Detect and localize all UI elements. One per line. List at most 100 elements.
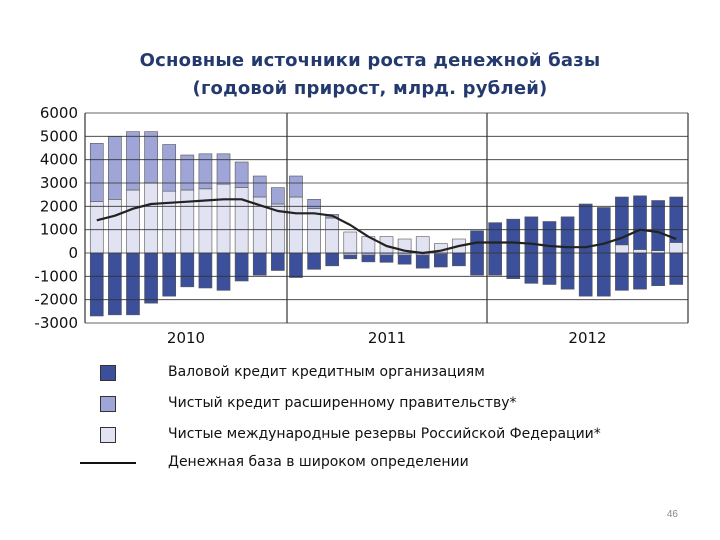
- legend-label-monetary-base: Денежная база в широком определении: [168, 454, 469, 470]
- y-tick-label: 1000: [40, 221, 78, 239]
- monetary-base-line: [96, 198, 677, 255]
- bar-gross-credit-neg: [325, 252, 339, 267]
- bar-gross-credit-neg: [108, 252, 122, 316]
- y-tick-label: -2000: [34, 291, 78, 309]
- bar-net-reserves: [126, 189, 140, 254]
- y-tick-label: -1000: [34, 267, 78, 285]
- x-tick-label: 2011: [368, 329, 406, 347]
- monetary-base-line-icon: [80, 462, 136, 464]
- bar-gross-credit-pos: [542, 221, 557, 254]
- y-tick-label: 4000: [40, 151, 78, 169]
- y-tick-label: 2000: [40, 197, 78, 215]
- bar-gross-credit-neg: [271, 252, 285, 271]
- bar-gross-credit-pos: [633, 195, 647, 250]
- bar-net-credit-gov: [89, 143, 104, 202]
- x-axis-ticks: 2010 2011 2012: [167, 329, 607, 347]
- bar-gross-credit-neg: [307, 252, 321, 270]
- legend-label-net-reserves: Чистые международные резервы Российской …: [168, 426, 601, 442]
- bar-net-credit-gov: [162, 144, 177, 192]
- bar-gross-credit-neg: [126, 252, 140, 316]
- y-tick-label: 0: [68, 244, 78, 262]
- bar-net-credit-gov: [180, 154, 195, 191]
- bar-gross-credit-neg: [252, 252, 267, 276]
- bar-gross-credit-pos: [506, 218, 521, 254]
- bar-gross-credit-pos: [524, 216, 539, 254]
- bar-gross-credit-pos: [615, 196, 629, 246]
- bar-gross-credit-neg: [89, 252, 104, 317]
- bar-net-credit-gov: [289, 175, 303, 198]
- y-tick-label: 5000: [40, 127, 78, 145]
- bar-net-reserves: [216, 183, 231, 254]
- bar-net-reserves: [289, 196, 303, 254]
- bar-net-credit-gov: [216, 153, 231, 185]
- bar-net-credit-gov: [144, 131, 158, 184]
- bar-gross-credit-neg: [560, 252, 575, 290]
- bar-net-reserves-late: [633, 249, 647, 254]
- bar-gross-credit-pos: [669, 196, 684, 243]
- grid-group: [84, 112, 689, 324]
- y-tick-label: 3000: [40, 174, 78, 192]
- legend-item-net-credit-gov: [80, 389, 116, 419]
- bar-gross-credit-pos: [596, 207, 611, 254]
- bar-net-credit-gov: [126, 131, 140, 191]
- bar-gross-credit-neg: [216, 252, 231, 291]
- gross-credit-swatch-icon: [100, 365, 116, 381]
- legend-item-monetary-base: [80, 448, 136, 478]
- bar-gross-credit-neg: [542, 252, 557, 285]
- bar-net-reserves: [198, 188, 213, 254]
- y-axis-ticks: 6000 5000 4000 3000 2000 1000 0 -1000 -2000 -3000: [34, 104, 78, 332]
- bar-gross-credit-neg: [506, 252, 521, 279]
- y-tick-label: -3000: [34, 314, 78, 332]
- bar-net-reserves: [162, 190, 177, 254]
- bar-gross-credit-neg: [162, 252, 177, 297]
- bar-net-credit-gov: [198, 153, 213, 190]
- bar-gross-credit-neg: [234, 252, 249, 282]
- bar-gross-credit-pos: [488, 222, 502, 254]
- bar-net-reserves: [325, 217, 339, 254]
- bar-gross-credit-neg: [488, 252, 502, 276]
- bar-net-reserves: [108, 199, 122, 254]
- bar-gross-credit-neg: [198, 252, 213, 289]
- y-tick-label: 6000: [40, 104, 78, 122]
- bar-gross-credit-neg: [633, 252, 647, 290]
- bar-net-reserves-late: [669, 242, 684, 254]
- bar-net-credit-gov: [108, 136, 122, 200]
- bar-net-credit-gov: [271, 187, 285, 205]
- bar-net-credit-gov: [234, 161, 249, 188]
- legend-label-gross-credit: Валовой кредит кредитным организациям: [168, 364, 485, 380]
- bar-gross-credit-neg: [180, 252, 195, 288]
- bar-gross-credit-neg: [615, 252, 629, 291]
- bar-net-reserves: [234, 187, 249, 254]
- bar-gross-credit-neg: [434, 252, 448, 268]
- bar-net-reserves: [144, 182, 158, 254]
- bar-gross-credit-neg: [144, 252, 158, 304]
- bar-gross-credit-neg: [524, 252, 539, 284]
- bar-gross-credit-neg: [651, 252, 665, 286]
- legend-item-net-reserves: [80, 420, 116, 450]
- monetary-base-line-group: [96, 198, 677, 255]
- legend-label-net-credit-gov: Чистый кредит расширенному правительству…: [168, 395, 517, 411]
- bar-gross-credit-neg: [669, 252, 684, 285]
- bar-gross-credit-neg: [596, 252, 611, 297]
- bar-gross-credit-pos: [651, 200, 665, 251]
- bar-net-reserves: [180, 189, 195, 254]
- bar-gross-credit-neg: [578, 252, 593, 297]
- bar-gross-credit-neg: [452, 252, 466, 267]
- bar-net-reserves: [415, 236, 430, 254]
- x-tick-label: 2012: [568, 329, 606, 347]
- bar-net-reserves: [307, 208, 321, 254]
- bar-net-credit-gov: [252, 175, 267, 198]
- bar-net-reserves: [89, 201, 104, 254]
- page-number: 46: [666, 509, 678, 520]
- chart-title-line2: (годовой прирост, млрд. рублей): [192, 78, 548, 99]
- bar-net-reserves-late: [615, 244, 629, 254]
- chart-title-line1: Основные источники роста денежной базы: [139, 50, 601, 71]
- bar-gross-credit-neg: [289, 252, 303, 278]
- x-tick-label: 2010: [167, 329, 205, 347]
- bar-net-credit-gov: [307, 199, 321, 209]
- net-reserves-swatch-icon: [100, 427, 116, 443]
- net-credit-gov-swatch-icon: [100, 396, 116, 412]
- bar-net-reserves: [343, 231, 358, 254]
- legend-item-gross-credit: [80, 358, 116, 388]
